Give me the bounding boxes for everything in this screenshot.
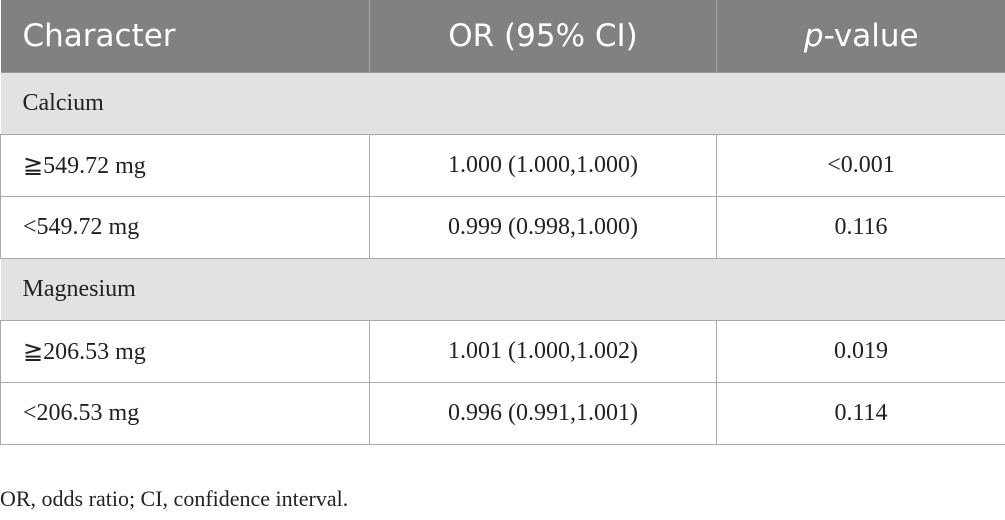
table-body: Calcium ≧549.72 mg 1.000 (1.000,1.000) <…	[0, 72, 1005, 445]
table-footnote: OR, odds ratio; CI, confidence interval.	[0, 486, 349, 511]
cell-character: <206.53 mg	[0, 382, 370, 445]
cell-character: <549.72 mg	[0, 196, 370, 259]
group-row-magnesium: Magnesium	[0, 258, 1005, 321]
results-table: Character OR (95% CI) p-value Calcium ≧5…	[0, 0, 1005, 445]
table-row: ≧549.72 mg 1.000 (1.000,1.000) <0.001	[0, 134, 1005, 197]
cell-p-value: <0.001	[716, 134, 1005, 197]
cell-p-value: 0.019	[716, 320, 1005, 383]
table-row: <206.53 mg 0.996 (0.991,1.001) 0.114	[0, 382, 1005, 445]
cell-or-ci: 1.000 (1.000,1.000)	[369, 134, 717, 197]
cell-character: ≧549.72 mg	[0, 134, 370, 197]
header-character: Character	[0, 0, 370, 73]
table-row: <549.72 mg 0.999 (0.998,1.000) 0.116	[0, 196, 1005, 259]
header-row: Character OR (95% CI) p-value	[0, 0, 1005, 73]
cell-or-ci: 1.001 (1.000,1.002)	[369, 320, 717, 383]
cell-or-ci: 0.999 (0.998,1.000)	[369, 196, 717, 259]
header-or-ci: OR (95% CI)	[369, 0, 717, 73]
header-p-value: p-value	[716, 0, 1005, 73]
table-header: Character OR (95% CI) p-value	[0, 0, 1005, 73]
cell-or-ci: 0.996 (0.991,1.001)	[369, 382, 717, 445]
group-label: Magnesium	[0, 258, 1005, 321]
header-p-italic: p	[803, 18, 824, 54]
group-label: Calcium	[0, 72, 1005, 135]
header-p-rest: -value	[823, 18, 919, 54]
cell-p-value: 0.116	[716, 196, 1005, 259]
cell-p-value: 0.114	[716, 382, 1005, 445]
group-row-calcium: Calcium	[0, 72, 1005, 135]
cell-character: ≧206.53 mg	[0, 320, 370, 383]
table-row: ≧206.53 mg 1.001 (1.000,1.002) 0.019	[0, 320, 1005, 383]
